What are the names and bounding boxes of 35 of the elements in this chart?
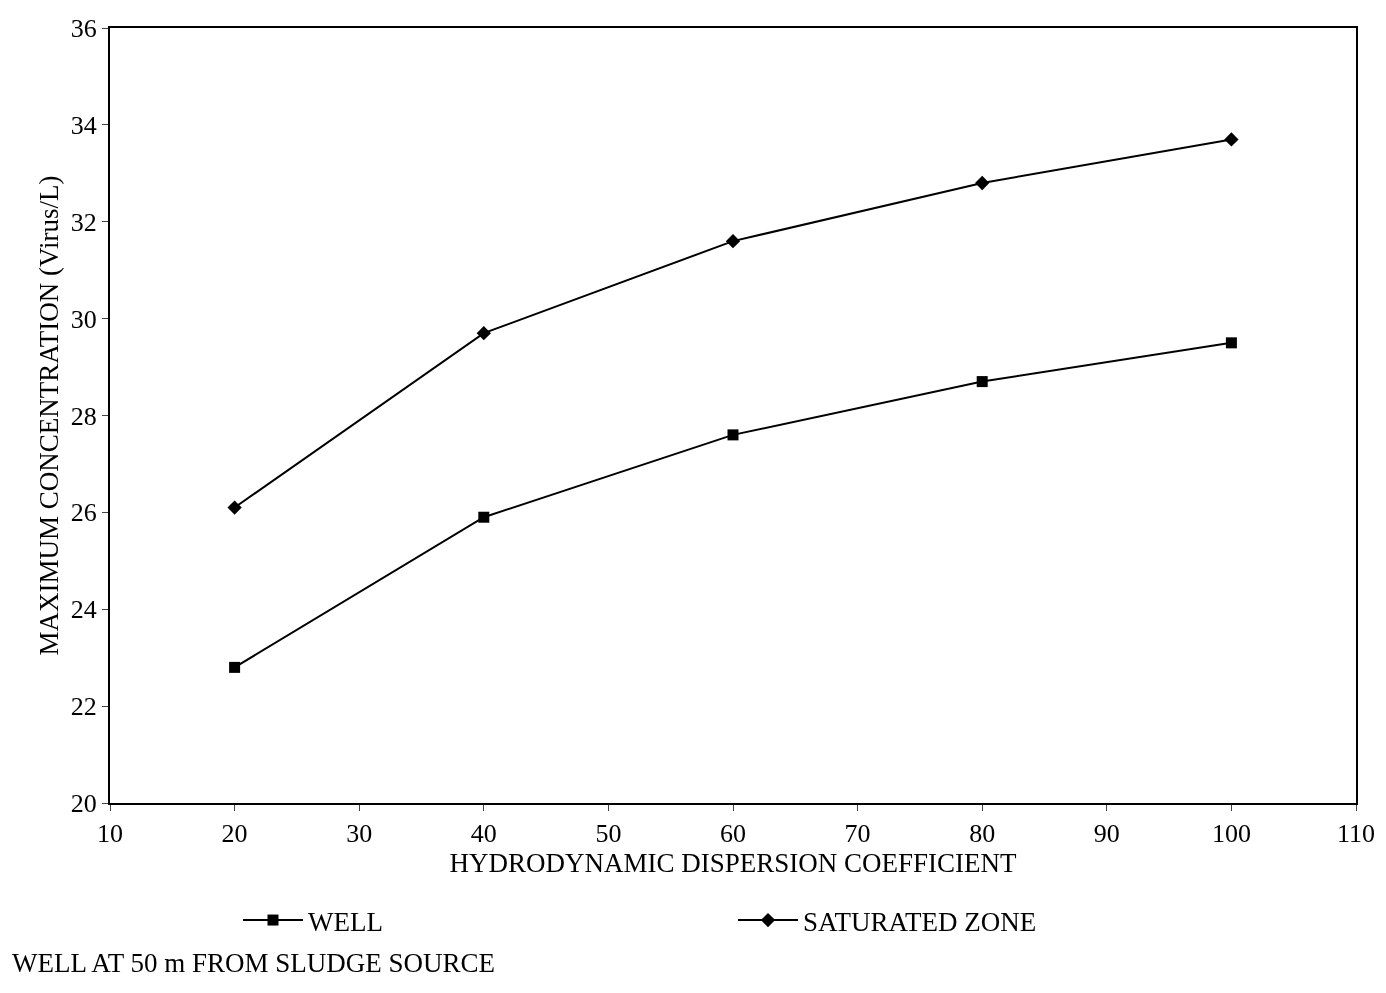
y-tick-label: 26 bbox=[70, 498, 97, 528]
x-tick-label: 90 bbox=[1093, 819, 1120, 849]
point bbox=[229, 661, 241, 673]
point bbox=[976, 376, 988, 388]
x-tick-label: 100 bbox=[1211, 819, 1251, 849]
x-tick-label: 60 bbox=[720, 819, 746, 849]
legend-label: WELL bbox=[308, 906, 383, 937]
y-axis-title: MAXIMUM CONCENTRATION (Virus/L) bbox=[34, 175, 65, 656]
y-tick-label: 32 bbox=[70, 207, 97, 237]
x-tick-label: 50 bbox=[595, 819, 622, 849]
point bbox=[1225, 337, 1237, 349]
y-tick-label: 28 bbox=[70, 401, 97, 431]
y-tick-label: 20 bbox=[70, 789, 97, 819]
legend-label: SATURATED ZONE bbox=[803, 906, 1037, 937]
x-axis-title: HYDRODYNAMIC DISPERSION COEFFICIENT bbox=[449, 848, 1018, 879]
y-tick-label: 36 bbox=[70, 14, 97, 44]
x-tick-label: 110 bbox=[1336, 819, 1376, 849]
x-tick-label: 70 bbox=[844, 819, 871, 849]
x-tick-label: 40 bbox=[470, 819, 497, 849]
y-tick-label: 22 bbox=[70, 692, 97, 722]
point bbox=[725, 233, 741, 249]
y-tick-label: 34 bbox=[70, 110, 97, 140]
x-tick-label: 10 bbox=[97, 819, 123, 849]
point bbox=[975, 175, 990, 191]
text: WELL AT 50 m FROM SLUDGE SOURCE bbox=[12, 948, 496, 978]
x-tick-label: 30 bbox=[346, 819, 373, 849]
point bbox=[476, 326, 491, 341]
point bbox=[478, 511, 490, 523]
y-tick-label: 30 bbox=[70, 304, 97, 334]
x-tick-label: 80 bbox=[969, 819, 996, 849]
point bbox=[227, 500, 242, 515]
x-tick-label: 20 bbox=[221, 819, 248, 849]
point bbox=[727, 429, 739, 441]
y-tick-label: 24 bbox=[70, 595, 97, 625]
point bbox=[1224, 132, 1239, 147]
